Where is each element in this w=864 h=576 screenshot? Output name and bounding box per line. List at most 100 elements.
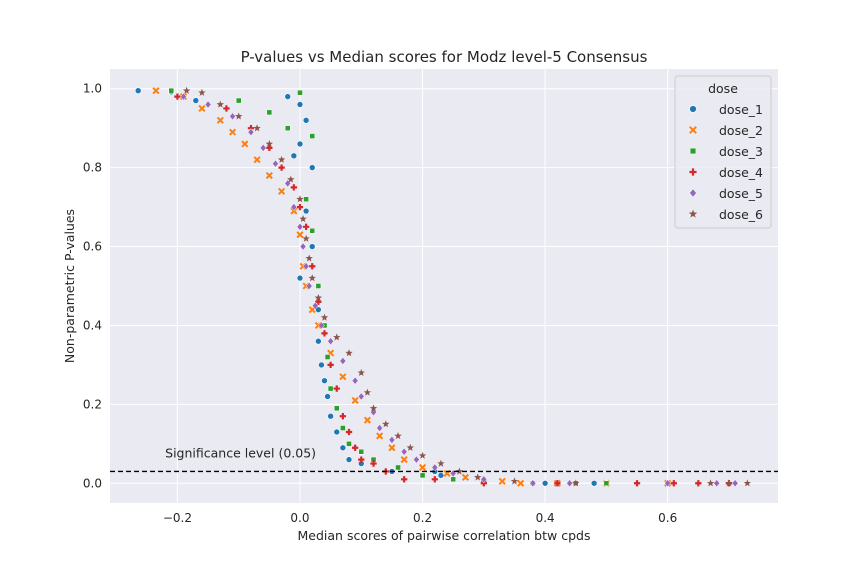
data-point bbox=[318, 321, 325, 330]
data-point bbox=[284, 93, 292, 100]
data-point bbox=[305, 282, 313, 290]
legend-label-dose_3: dose_3 bbox=[719, 144, 763, 159]
data-point bbox=[406, 443, 414, 451]
data-point bbox=[388, 444, 396, 452]
data-point bbox=[388, 435, 396, 444]
data-point bbox=[302, 207, 310, 215]
data-point bbox=[333, 385, 340, 392]
series-dose_4 bbox=[174, 93, 733, 487]
x-tick-labels: −0.2 0.0 0.2 0.4 0.6 bbox=[163, 511, 677, 525]
data-point bbox=[290, 203, 298, 212]
data-point bbox=[272, 159, 279, 168]
data-point bbox=[363, 388, 372, 396]
plot-background bbox=[110, 69, 778, 503]
data-point bbox=[351, 376, 359, 385]
data-point bbox=[290, 184, 298, 191]
legend-marker-dose_2 bbox=[689, 126, 697, 134]
data-point bbox=[327, 361, 334, 369]
legend-label-dose_2: dose_2 bbox=[719, 123, 763, 138]
data-point bbox=[314, 293, 323, 301]
data-point bbox=[333, 333, 341, 341]
data-point bbox=[296, 274, 304, 282]
data-point bbox=[278, 164, 285, 171]
data-point bbox=[541, 479, 549, 487]
data-point bbox=[339, 444, 347, 452]
data-point bbox=[321, 330, 328, 337]
data-point bbox=[339, 373, 347, 381]
data-point bbox=[357, 392, 365, 401]
data-point bbox=[369, 404, 378, 412]
data-point bbox=[376, 424, 383, 433]
data-point bbox=[287, 175, 295, 183]
data-point bbox=[418, 451, 427, 459]
y-tick-label: 0.8 bbox=[83, 161, 102, 175]
data-point bbox=[431, 476, 438, 483]
data-point bbox=[327, 337, 334, 346]
legend: dose dose_1dose_2dose_3dose_4dose_5dose_… bbox=[674, 75, 772, 229]
legend-marker-dose_6 bbox=[688, 209, 698, 218]
data-point bbox=[290, 152, 298, 160]
legend-frame bbox=[674, 75, 772, 229]
data-point bbox=[204, 100, 212, 109]
data-point bbox=[461, 473, 470, 481]
data-point bbox=[370, 460, 377, 467]
data-point bbox=[474, 473, 482, 481]
data-point bbox=[309, 227, 316, 234]
data-point bbox=[266, 109, 273, 116]
legend-label-dose_4: dose_4 bbox=[719, 165, 763, 180]
data-point bbox=[449, 469, 457, 478]
data-point bbox=[253, 156, 261, 164]
data-point bbox=[235, 97, 242, 104]
data-point bbox=[315, 306, 322, 313]
data-point bbox=[670, 480, 677, 487]
data-point bbox=[358, 448, 365, 455]
data-point bbox=[357, 368, 365, 376]
data-point bbox=[419, 472, 426, 479]
data-point bbox=[318, 361, 325, 369]
legend-marker-dose_1 bbox=[689, 105, 697, 113]
legend-label-dose_6: dose_6 bbox=[719, 207, 763, 222]
data-point bbox=[572, 479, 580, 487]
series-dose_2 bbox=[152, 87, 672, 487]
data-point bbox=[731, 479, 739, 488]
data-point bbox=[664, 479, 672, 488]
legend-label-dose_1: dose_1 bbox=[719, 102, 763, 117]
data-point bbox=[302, 223, 310, 230]
data-point bbox=[345, 428, 353, 436]
data-point bbox=[296, 140, 304, 148]
data-point bbox=[324, 393, 331, 400]
y-axis-label: Non-parametric P-values bbox=[62, 209, 77, 363]
data-point bbox=[303, 196, 309, 202]
data-point bbox=[216, 116, 224, 124]
data-point bbox=[382, 420, 390, 428]
data-point bbox=[278, 187, 286, 195]
legend-marker-dose_3 bbox=[689, 147, 697, 155]
legend-items: dose_1 dose_2 dose_3 dose_4 dose_5 dose_6 bbox=[688, 102, 763, 222]
legend-label-dose_5: dose_5 bbox=[719, 186, 763, 201]
data-point bbox=[277, 155, 286, 163]
y-tick-label: 0.0 bbox=[83, 476, 102, 490]
data-point bbox=[309, 133, 316, 139]
data-point bbox=[299, 242, 307, 251]
data-point bbox=[302, 116, 310, 124]
data-point bbox=[168, 87, 175, 94]
legend-marker-dose_5 bbox=[689, 188, 697, 198]
data-point bbox=[265, 171, 273, 180]
data-point bbox=[324, 354, 331, 360]
data-point bbox=[174, 93, 181, 100]
data-point bbox=[554, 480, 561, 487]
grid bbox=[110, 69, 778, 503]
data-point bbox=[229, 128, 237, 136]
data-point bbox=[339, 356, 347, 365]
data-point bbox=[305, 254, 313, 262]
data-point bbox=[590, 479, 598, 487]
data-point bbox=[363, 416, 371, 424]
data-point bbox=[198, 88, 206, 96]
data-point bbox=[395, 464, 401, 471]
data-point bbox=[302, 262, 310, 271]
data-point bbox=[566, 479, 573, 488]
data-point bbox=[437, 472, 445, 479]
data-point bbox=[725, 479, 733, 487]
series-dose_5 bbox=[180, 92, 739, 488]
data-point bbox=[517, 479, 525, 487]
